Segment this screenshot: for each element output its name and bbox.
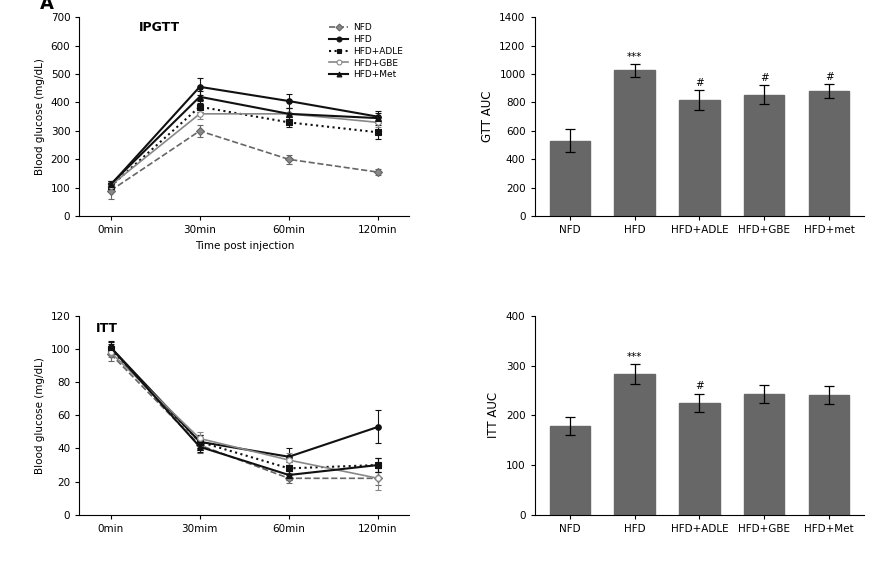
Y-axis label: GTT AUC: GTT AUC xyxy=(481,91,494,142)
Bar xyxy=(679,403,720,515)
Bar xyxy=(549,426,590,515)
Bar xyxy=(549,141,590,216)
Y-axis label: Blood glucose (mg/dL): Blood glucose (mg/dL) xyxy=(35,58,45,175)
Text: ITT: ITT xyxy=(96,321,118,335)
Bar xyxy=(744,94,784,216)
Text: IPGTT: IPGTT xyxy=(138,21,180,34)
Text: #: # xyxy=(825,72,833,82)
Bar xyxy=(615,70,654,216)
Bar xyxy=(744,394,784,515)
Text: A: A xyxy=(40,0,54,13)
Text: ***: *** xyxy=(627,52,642,62)
Text: #: # xyxy=(695,382,704,391)
Bar xyxy=(809,395,849,515)
Bar xyxy=(679,100,720,216)
Y-axis label: ITT AUC: ITT AUC xyxy=(488,392,500,438)
Text: ***: *** xyxy=(627,352,642,362)
Text: #: # xyxy=(695,78,704,88)
Legend: NFD, HFD, HFD+ADLE, HFD+GBE, HFD+Met: NFD, HFD, HFD+ADLE, HFD+GBE, HFD+Met xyxy=(327,22,405,81)
Text: #: # xyxy=(760,73,769,84)
Bar xyxy=(809,91,849,216)
Y-axis label: Blood glucose (mg/dL): Blood glucose (mg/dL) xyxy=(35,357,45,474)
Bar xyxy=(615,374,654,515)
X-axis label: Time post injection: Time post injection xyxy=(195,241,294,251)
